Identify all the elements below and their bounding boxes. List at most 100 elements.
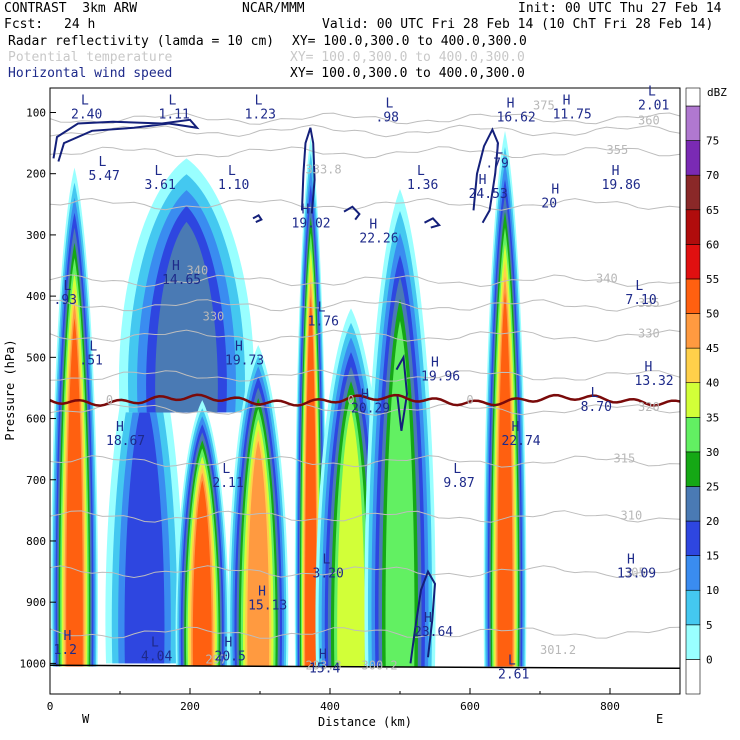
wind-extremum-type: H <box>507 97 515 112</box>
wind-extremum-low: L.51 <box>79 340 102 369</box>
x-tick-label: 0 <box>47 700 54 713</box>
colorbar-swatch <box>685 105 701 141</box>
wind-extremum-low: L1.36 <box>407 164 438 193</box>
wind-extremum-low: L1.76 <box>308 301 339 330</box>
colorbar-swatch <box>685 659 701 695</box>
wind-contour-small-1 <box>252 213 263 224</box>
colorbar-level-label: 60 <box>706 238 719 251</box>
wind-extremum-type: L <box>169 94 177 109</box>
theta-label: 335 <box>638 296 660 310</box>
wind-extremum-high: H22.26 <box>359 217 398 246</box>
theta-label: 297 <box>205 652 227 666</box>
y-tick-label: 100 <box>26 106 46 119</box>
plot-frame <box>49 87 681 695</box>
x-tick-label: 800 <box>600 700 620 713</box>
wind-extremum-low: L1.11 <box>159 94 190 123</box>
organization-label: NCAR/MMM <box>242 1 305 16</box>
theta-label: 301.2 <box>540 643 576 657</box>
wind-extremum-value: 2.61 <box>498 668 529 683</box>
wind-extremum-low: L2.11 <box>212 462 243 491</box>
colorbar-level-label: 15 <box>706 550 719 563</box>
wind-extremum-high: H24.53 <box>469 173 508 202</box>
colorbar-level-label: 70 <box>706 169 719 182</box>
wind-extremum-high: H11.75 <box>553 94 592 123</box>
colorbar-swatch <box>685 209 701 245</box>
freezing-level-label: 0 <box>347 393 354 407</box>
wind-extremum-type: L <box>99 155 107 170</box>
theta-contour-th-320 <box>50 402 680 416</box>
theta-label: 360 <box>638 114 660 128</box>
colorbar-swatch <box>685 313 701 349</box>
colorbar-swatch <box>685 451 701 487</box>
wind-contours <box>52 118 500 664</box>
colorbar-cap <box>685 87 701 107</box>
colorbar-level-label: 55 <box>706 273 719 286</box>
theta-label: 310 <box>621 509 643 523</box>
field-wind-xy: XY= 100.0,300.0 to 400.0,300.0 <box>290 66 525 81</box>
y-tick-label: 600 <box>26 413 46 426</box>
wind-extremum-value: 19.86 <box>602 178 641 193</box>
field-reflectivity-name: Radar reflectivity (lamda = 10 cm) <box>8 34 275 49</box>
wind-extremum-low: L2.40 <box>71 94 102 123</box>
theta-label: 340 <box>187 264 209 278</box>
wind-extremum-low: L3.61 <box>145 164 176 193</box>
field-theta-name: Potential temperature <box>8 50 173 65</box>
wind-extremum-low: L.98 <box>376 97 399 126</box>
theta-label: 315 <box>614 452 636 466</box>
wind-extremum-type: L <box>591 386 599 401</box>
x-tick-label: 600 <box>460 700 480 713</box>
wind-extremum-high: H22.74 <box>502 420 541 449</box>
forecast-label: Fcst: <box>4 17 44 32</box>
wind-extremum-type: L <box>228 164 236 179</box>
theta-label: 375 <box>533 98 555 112</box>
wind-extremum-value: 19.02 <box>292 217 331 232</box>
wind-extremum-high: H1.2 <box>54 629 77 658</box>
freezing-level-label: 0 <box>466 393 473 407</box>
wind-extremum-high: H19.02 <box>292 203 331 232</box>
wind-extremum-value: 2.01 <box>638 98 669 113</box>
theta-contour-th-335 <box>50 299 680 312</box>
wind-extremum-low: L.79 <box>485 143 508 172</box>
wind-extremum-low: L1.10 <box>218 164 249 193</box>
colorbar-level-label: 25 <box>706 480 719 493</box>
wind-contour-small-3 <box>424 217 442 229</box>
colorbar-swatch <box>685 140 701 176</box>
wind-extremum-type: L <box>508 654 516 669</box>
theta-contour-th-300 <box>50 626 680 639</box>
wind-extremum-value: 5.47 <box>89 169 120 184</box>
freezing-level: 0 0 0 <box>50 393 680 407</box>
wind-contour-center <box>301 127 316 214</box>
wind-extremum-value: 1.76 <box>308 315 339 330</box>
theta-contour-th-355 <box>50 146 680 159</box>
wind-extremum-low: L5.47 <box>89 155 120 184</box>
reflectivity-shell-25dbz <box>155 221 218 413</box>
theta-contour-th-345 <box>50 197 680 211</box>
wind-extremum-type: H <box>361 387 369 402</box>
wind-extremum-type: H <box>424 611 432 626</box>
wind-extremum-value: 22.26 <box>359 231 398 246</box>
wind-extremum-value: 19.73 <box>225 354 264 369</box>
colorbar-level-label: 0 <box>706 653 713 666</box>
reflectivity-cell <box>364 189 436 667</box>
init-time: Init: 00 UTC Thu 27 Feb 14 <box>518 1 722 16</box>
wind-extremum-value: 18.67 <box>106 434 145 449</box>
wind-extremum-value: 19.96 <box>421 370 460 385</box>
wind-contour-small-2 <box>343 205 361 221</box>
reflectivity-shell-35dbz <box>385 320 415 667</box>
wind-extremum-low: L2.61 <box>498 654 529 683</box>
colorbar-level-label: 20 <box>706 515 719 528</box>
valid-time: Valid: 00 UTC Fri 28 Feb 14 (10 ChT Fri … <box>322 17 714 32</box>
y-tick-label: 200 <box>26 168 46 181</box>
east-label: E <box>656 712 663 726</box>
wind-extremum-type: H <box>302 203 310 218</box>
colorbar-level-label: 30 <box>706 446 719 459</box>
colorbar-level-label: 75 <box>706 135 719 148</box>
reflectivity-shell-55dbz <box>497 292 513 667</box>
theta-contour-th-325 <box>50 369 680 382</box>
wind-extremum-type: L <box>417 164 425 179</box>
theta-label: 320 <box>638 400 660 414</box>
colorbar-swatch <box>685 174 701 211</box>
wind-extremum-type: H <box>512 420 520 435</box>
theta-label: 330 <box>638 327 660 341</box>
